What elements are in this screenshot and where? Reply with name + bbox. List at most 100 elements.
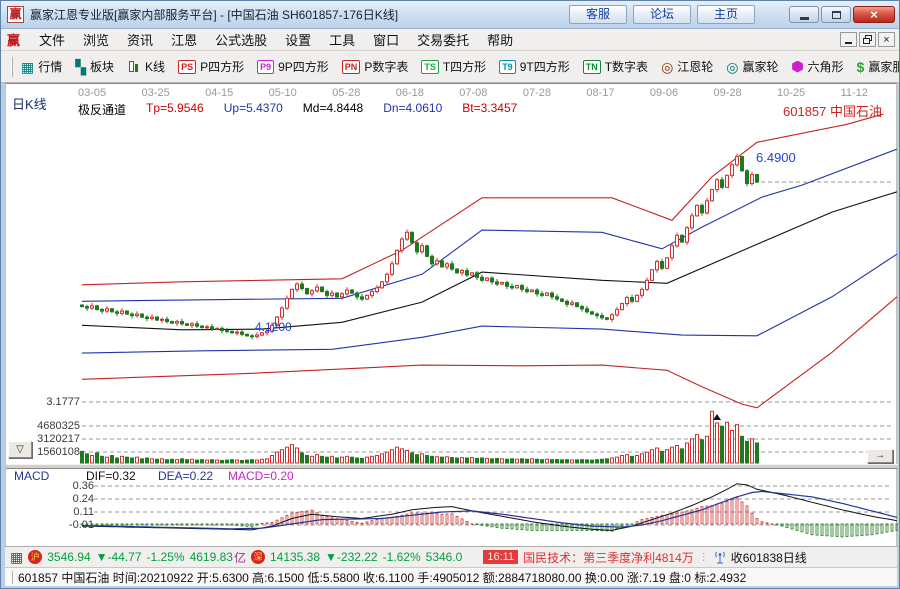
info-bar-grip: [9, 570, 13, 584]
next-stock-label[interactable]: 收601838日线: [730, 550, 807, 565]
menu-item-8[interactable]: 交易委托: [417, 33, 470, 48]
date-tick: 05-10: [268, 87, 297, 99]
homepage-button[interactable]: 主页: [697, 5, 755, 24]
sz-index-value: 14135.38: [269, 550, 321, 564]
sh-index-pct: -1.25%: [146, 550, 185, 564]
channel-param: Dn=4.0610: [383, 101, 443, 115]
grid-icon: ▦: [21, 58, 35, 75]
toolbar-item-9[interactable]: ◎ 江恩轮: [661, 58, 713, 75]
symbol-label: 601857 中国石油: [783, 104, 882, 119]
volume-axis-label: 4680325: [37, 420, 80, 432]
chip-icon: PS: [178, 59, 197, 74]
maximize-button[interactable]: [821, 6, 851, 23]
panel-divider[interactable]: [6, 464, 898, 469]
hexagon-icon: [792, 60, 803, 73]
wheel-icon: ◎: [661, 58, 674, 75]
toolbar-item-label: 六角形: [807, 60, 844, 74]
toolbar-item-1[interactable]: ▚ 板块: [75, 58, 114, 75]
toolbar-item-label: K线: [145, 60, 166, 74]
date-tick: 10-25: [777, 87, 806, 99]
customer-service-button[interactable]: 客服: [569, 5, 627, 24]
toolbar-item-6[interactable]: TS T四方形: [421, 58, 486, 75]
toolbar-item-5[interactable]: PN P数字表: [341, 58, 408, 75]
toolbar-item-label: T数字表: [604, 60, 649, 74]
channel-params: 极反通道 Tp=5.9546 Up=5.4370 Md=4.8448 Dn=4.0610…: [78, 101, 517, 118]
collapse-panel-button[interactable]: ▽: [8, 441, 32, 458]
channel-param: Up=5.4370: [223, 101, 283, 115]
toolbar-item-3[interactable]: PS P四方形: [178, 58, 244, 75]
toolbar-item-8[interactable]: TN T数字表: [582, 58, 649, 75]
market-status-bar: ▦ 沪 3546.94 ▼-44.77 -1.25% 4619.83 亿 深 1…: [5, 546, 897, 567]
menu-item-9[interactable]: 帮助: [487, 33, 514, 48]
toolbar-item-0[interactable]: ▦ 行情: [21, 58, 62, 75]
macd-panel-label[interactable]: MACD: [14, 469, 50, 483]
news-ticker[interactable]: 国民技术：第三季度净利4814万: [523, 550, 694, 565]
period-label: 日K线: [12, 97, 47, 112]
toolbar-grip: [11, 56, 13, 77]
channel-param: Tp=5.9546: [146, 101, 204, 115]
quote-info-bar: 601857 中国石油 时间:20210922 开:5.6300 高:6.150…: [5, 567, 897, 586]
sz-index-pct: -1.62%: [382, 550, 421, 564]
app-logo-icon: 赢: [7, 6, 24, 23]
scroll-right-button[interactable]: →: [867, 449, 893, 463]
date-tick: 03-25: [141, 87, 170, 99]
menu-item-4[interactable]: 公式选股: [215, 33, 268, 48]
mdi-minimize-button[interactable]: [840, 32, 857, 47]
mdi-restore-button[interactable]: [859, 32, 876, 47]
menu-item-2[interactable]: 资讯: [127, 33, 154, 48]
price-volume-chart[interactable]: [6, 114, 898, 464]
menu-bar: 赢 文件 浏览 资讯 江恩 公式选股 设置 工具 窗口 交易委托 帮助 ×: [1, 29, 899, 51]
toolbar-item-10[interactable]: ◎ 赢家轮: [726, 58, 778, 75]
menu-item-3[interactable]: 江恩: [171, 33, 198, 48]
menu-item-0[interactable]: 文件: [39, 33, 66, 48]
macd-axis-label: 0.36: [72, 480, 94, 492]
sh-turnover: 4619.83: [189, 550, 233, 564]
toolbar-item-label: 江恩轮: [677, 60, 714, 74]
menu-item-5[interactable]: 设置: [285, 33, 312, 48]
menu-item-7[interactable]: 窗口: [373, 33, 400, 48]
toolbar-item-label: 赢家轮: [742, 60, 779, 74]
menu-item-1[interactable]: 浏览: [83, 33, 110, 48]
window-title: 赢家江恩专业版[赢家内部服务平台] - [中国石油 SH601857-176日K…: [30, 8, 399, 22]
shanghai-badge-icon: 沪: [28, 550, 43, 564]
high-price-annotation: 6.4900: [756, 150, 796, 165]
sz-turnover: 5346.0: [425, 550, 463, 564]
price-axis-bottom-label: 3.1777: [46, 396, 80, 408]
quote-grid-icon[interactable]: ▦: [10, 549, 24, 565]
menu-logo-icon: 赢: [7, 33, 21, 48]
date-tick: 05-28: [332, 87, 361, 99]
date-tick: 06-18: [395, 87, 424, 99]
toolbar-item-12[interactable]: $赢家服务: [857, 58, 899, 75]
chip-icon: T9: [499, 59, 516, 74]
chip-icon: TS: [421, 59, 439, 74]
sh-turnover-unit: 亿: [233, 550, 246, 565]
macd-chart[interactable]: [6, 482, 898, 546]
date-tick: 09-06: [649, 87, 679, 99]
channel-param: Md=4.8448: [302, 101, 364, 115]
news-time-badge: 16:11: [483, 550, 519, 564]
indicator-name: 极反通道: [78, 103, 127, 117]
toolbar-item-4[interactable]: P9 9P四方形: [257, 58, 329, 75]
toolbar-item-11[interactable]: 六角形: [792, 58, 844, 75]
mdi-minimize-icon: [845, 42, 852, 44]
forum-button[interactable]: 论坛: [633, 5, 691, 24]
chip-icon: TN: [582, 59, 601, 74]
low-price-annotation: 4.1200: [255, 320, 292, 334]
blocks-icon: ▚: [75, 58, 87, 75]
volume-axis-label: 1560108: [37, 446, 80, 458]
shenzhen-badge-icon: 深: [250, 550, 265, 564]
macd-dea-value: DEA=0.22: [158, 469, 214, 483]
minimize-button[interactable]: [789, 6, 819, 23]
date-tick: 08-17: [586, 87, 615, 99]
date-tick: 03-05: [78, 87, 107, 99]
close-button[interactable]: ×: [853, 6, 895, 23]
maximize-icon: [831, 10, 841, 19]
sz-index-change: ▼-232.22: [325, 550, 378, 564]
volume-axis-label: 3120217: [37, 433, 80, 445]
date-tick: 07-08: [459, 87, 488, 99]
toolbar-item-2[interactable]: K线: [127, 58, 165, 75]
menu-item-6[interactable]: 工具: [329, 33, 356, 48]
mdi-close-button[interactable]: ×: [878, 32, 895, 47]
toolbar-item-7[interactable]: T9 9T四方形: [499, 58, 570, 75]
